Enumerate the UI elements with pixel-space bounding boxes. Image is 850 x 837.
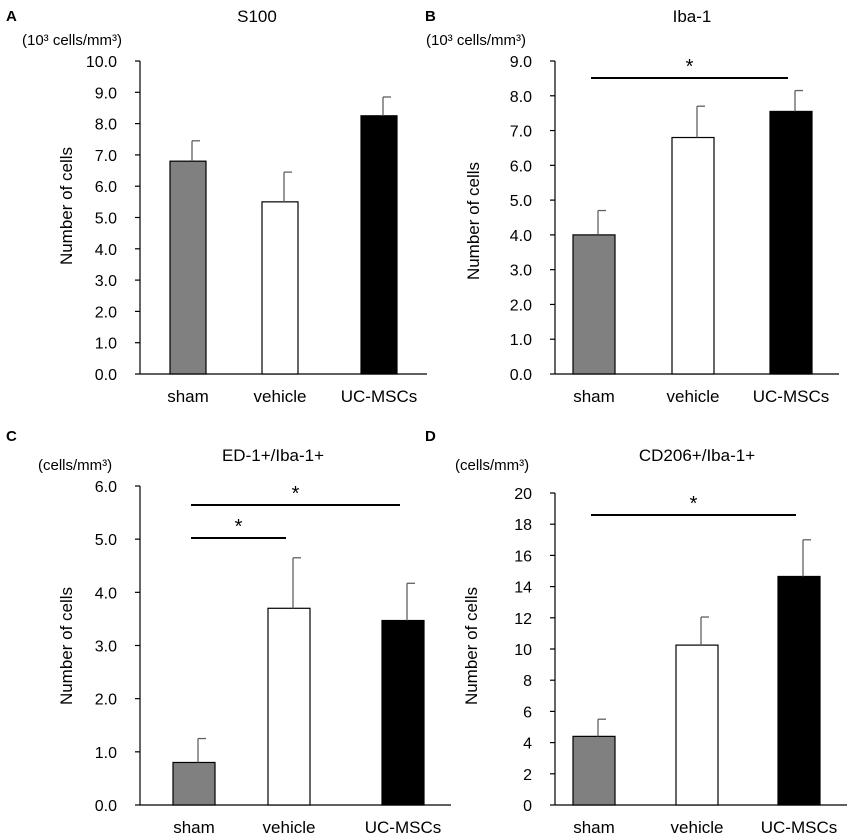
y-tick-label-d: 8 [523,673,532,690]
y-tick-label-d: 4 [523,736,532,753]
bar-sham-b [572,234,616,375]
bar-uc-mscs-c [381,619,425,806]
y-tick-label-b: 0.0 [510,367,532,384]
category-label-sham-b: sham [573,387,615,406]
y-tick-label-b: 6.0 [510,158,532,175]
y-tick-label-d: 6 [523,704,532,721]
bar-vehicle-d [675,644,719,806]
chart-title-iba1: Iba-1 [673,7,712,26]
y-tick-label-a: 8.0 [95,117,117,134]
panel-b: B Iba-1 (10³ cells/mm³) Number of cells … [425,7,839,406]
unit-label-a: (10³ cells/mm³) [22,32,122,49]
unit-label-c: (cells/mm³) [38,457,112,474]
category-label-uc-mscs-d: UC-MSCs [761,818,838,837]
category-label-uc-mscs-b: UC-MSCs [753,387,830,406]
bar-sham-c [172,761,216,806]
y-tick-label-b: 8.0 [510,89,532,106]
panel-letter-c: C [6,428,17,445]
y-tick-label-c: 0.0 [95,798,117,815]
panel-a: A S100 (10³ cells/mm³) Number of cells 0… [6,7,427,406]
y-tick-label-a: 3.0 [95,273,117,290]
y-tick-label-b: 7.0 [510,124,532,141]
y-tick-label-d: 14 [514,580,532,597]
chart-title-s100: S100 [237,7,277,26]
y-tick-label-a: 5.0 [95,211,117,228]
bar-uc-mscs-b [769,110,813,375]
category-label-sham-a: sham [167,387,209,406]
panel-c: C ED-1+/Iba-1+ (cells/mm³) Number of cel… [6,428,451,837]
category-label-sham-c: sham [173,818,215,837]
y-tick-label-d: 18 [514,517,532,534]
category-label-sham-d: sham [573,818,615,837]
y-tick-label-b: 2.0 [510,297,532,314]
y-tick-label-d: 12 [514,611,532,628]
y-axis-label-d: Number of cells [462,587,481,705]
bar-vehicle-c [267,607,311,806]
category-label-uc-mscs-c: UC-MSCs [365,818,442,837]
y-tick-label-b: 5.0 [510,193,532,210]
y-tick-label-c: 6.0 [95,479,117,496]
significance-star-b: * [686,56,694,78]
panel-d: D CD206+/Iba-1+ (cells/mm³) Number of ce… [425,428,847,837]
category-label-uc-mscs-a: UC-MSCs [341,387,418,406]
y-tick-label-a: 7.0 [95,148,117,165]
y-tick-label-c: 4.0 [95,585,117,602]
significance-star-c: * [235,516,243,538]
y-axis-label-c: Number of cells [57,587,76,705]
y-axis-label-b: Number of cells [464,162,483,280]
y-tick-label-a: 10.0 [86,54,117,71]
significance-star-c: * [292,483,300,505]
y-tick-label-a: 2.0 [95,304,117,321]
bar-sham-a [169,160,207,375]
y-tick-label-a: 6.0 [95,179,117,196]
category-label-vehicle-d: vehicle [671,818,724,837]
panel-letter-a: A [6,8,17,25]
y-tick-label-a: 0.0 [95,367,117,384]
y-tick-label-a: 9.0 [95,85,117,102]
y-tick-label-d: 20 [514,486,532,503]
category-label-vehicle-c: vehicle [263,818,316,837]
y-tick-label-d: 10 [514,642,532,659]
chart-title-ed1-iba1: ED-1+/Iba-1+ [222,446,324,465]
y-tick-label-b: 1.0 [510,332,532,349]
panel-letter-b: B [425,8,436,25]
y-tick-label-a: 1.0 [95,336,117,353]
bar-vehicle-b [671,136,715,375]
y-tick-label-c: 1.0 [95,745,117,762]
category-label-vehicle-b: vehicle [667,387,720,406]
y-tick-label-d: 0 [523,798,532,815]
y-tick-label-a: 4.0 [95,242,117,259]
y-tick-label-b: 9.0 [510,54,532,71]
y-tick-label-c: 2.0 [95,692,117,709]
bar-uc-mscs-a [360,115,398,375]
unit-label-d: (cells/mm³) [455,457,529,474]
bar-sham-d [572,735,616,806]
y-tick-label-d: 16 [514,548,532,565]
y-tick-label-d: 2 [523,767,532,784]
bar-vehicle-a [261,201,299,375]
category-label-vehicle-a: vehicle [254,387,307,406]
unit-label-b: (10³ cells/mm³) [426,32,526,49]
y-tick-label-b: 4.0 [510,228,532,245]
y-tick-label-b: 3.0 [510,263,532,280]
y-axis-label-a: Number of cells [57,147,76,265]
bar-uc-mscs-d [777,575,821,806]
panel-letter-d: D [425,428,436,445]
y-tick-label-c: 5.0 [95,532,117,549]
significance-star-d: * [690,493,698,515]
chart-title-cd206-iba1: CD206+/Iba-1+ [639,446,755,465]
y-tick-label-c: 3.0 [95,639,117,656]
